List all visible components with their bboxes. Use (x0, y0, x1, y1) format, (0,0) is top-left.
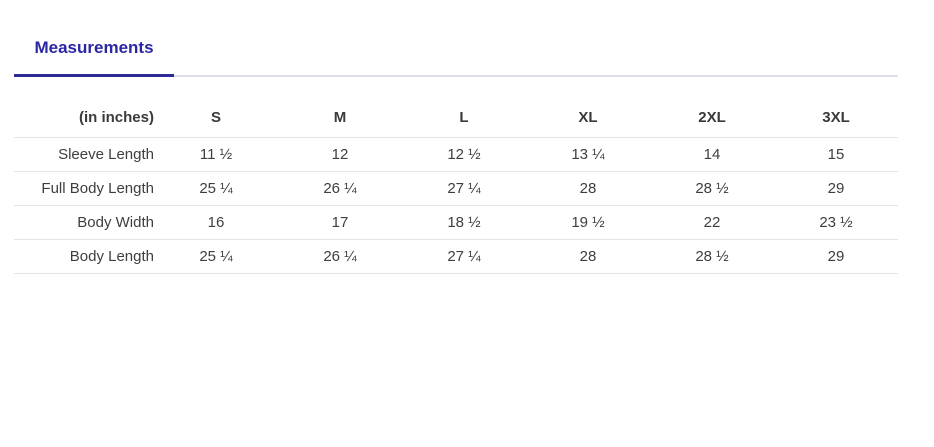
table-cell: 11 ½ (154, 137, 278, 172)
table-cell: 14 (650, 137, 774, 172)
table-cell: 28 (526, 239, 650, 274)
table-cell: 22 (650, 205, 774, 240)
table-cell: 28 (526, 171, 650, 206)
table-cell: 28 ½ (650, 239, 774, 274)
table-cell: 12 ½ (402, 137, 526, 172)
table-cell: 25 ¼ (154, 171, 278, 206)
table-cell: 16 (154, 205, 278, 240)
table-cell: 29 (774, 239, 898, 274)
tab-measurements-label: Measurements (34, 38, 154, 57)
measurements-section: Measurements (in inches) S M L XL 2XL 3X… (0, 38, 934, 274)
table-cell: 27 ¼ (402, 171, 526, 206)
row-label: Body Length (14, 239, 154, 274)
column-header-2xl: 2XL (650, 98, 774, 138)
table-cell: 23 ½ (774, 205, 898, 240)
column-header-xl: XL (526, 98, 650, 138)
table-row-sleeve-length: Sleeve Length 11 ½ 12 12 ½ 13 ¼ 14 15 (14, 137, 898, 172)
table-row-body-length: Body Length 25 ¼ 26 ¼ 27 ¼ 28 28 ½ 29 (14, 239, 898, 274)
table-cell: 15 (774, 137, 898, 172)
column-header-l: L (402, 98, 526, 138)
table-cell: 26 ¼ (278, 239, 402, 274)
table-header-row: (in inches) S M L XL 2XL 3XL (14, 98, 898, 138)
table-row-body-width: Body Width 16 17 18 ½ 19 ½ 22 23 ½ (14, 205, 898, 240)
row-label: Sleeve Length (14, 137, 154, 172)
tab-measurements[interactable]: Measurements (14, 38, 174, 77)
table-cell: 28 ½ (650, 171, 774, 206)
row-label: Body Width (14, 205, 154, 240)
table-cell: 29 (774, 171, 898, 206)
row-label: Full Body Length (14, 171, 154, 206)
table-cell: 12 (278, 137, 402, 172)
table-cell: 13 ¼ (526, 137, 650, 172)
column-header-s: S (154, 98, 278, 138)
column-header-m: M (278, 98, 402, 138)
table-cell: 17 (278, 205, 402, 240)
table-cell: 19 ½ (526, 205, 650, 240)
table-cell: 18 ½ (402, 205, 526, 240)
table-cell: 27 ¼ (402, 239, 526, 274)
table-row-full-body-length: Full Body Length 25 ¼ 26 ¼ 27 ¼ 28 28 ½ … (14, 171, 898, 206)
unit-header: (in inches) (14, 98, 154, 138)
column-header-3xl: 3XL (774, 98, 898, 138)
table-cell: 26 ¼ (278, 171, 402, 206)
measurements-table: (in inches) S M L XL 2XL 3XL Sleeve Leng… (14, 98, 898, 274)
table-cell: 25 ¼ (154, 239, 278, 274)
tab-bar: Measurements (14, 38, 898, 77)
